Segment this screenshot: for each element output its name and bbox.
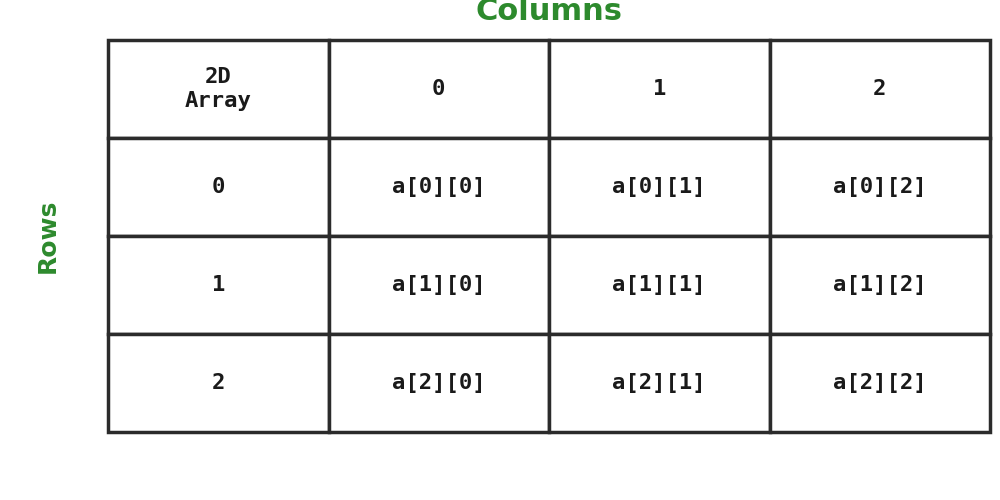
Text: 1: 1 bbox=[653, 79, 666, 99]
Bar bbox=[108, 334, 328, 432]
Text: 0: 0 bbox=[432, 79, 445, 99]
Bar bbox=[549, 138, 770, 236]
Bar bbox=[108, 138, 328, 236]
Bar bbox=[108, 236, 328, 334]
Text: 1: 1 bbox=[212, 275, 225, 295]
Text: 2D
Array: 2D Array bbox=[185, 68, 252, 110]
Text: a[2][2]: a[2][2] bbox=[833, 373, 927, 393]
Bar bbox=[770, 138, 990, 236]
Bar bbox=[549, 334, 770, 432]
Text: a[0][2]: a[0][2] bbox=[833, 177, 927, 197]
Text: a[0][0]: a[0][0] bbox=[392, 177, 486, 197]
Text: a[1][0]: a[1][0] bbox=[392, 275, 486, 295]
Text: 0: 0 bbox=[212, 177, 225, 197]
Text: a[1][2]: a[1][2] bbox=[833, 275, 927, 295]
Bar bbox=[328, 40, 549, 138]
Text: a[2][0]: a[2][0] bbox=[392, 373, 486, 393]
Bar bbox=[770, 236, 990, 334]
Bar bbox=[108, 40, 328, 138]
Bar bbox=[328, 334, 549, 432]
Text: Columns: Columns bbox=[476, 0, 622, 26]
Text: 2: 2 bbox=[873, 79, 886, 99]
Bar bbox=[328, 236, 549, 334]
Text: 2: 2 bbox=[212, 373, 225, 393]
Text: a[2][1]: a[2][1] bbox=[612, 373, 706, 393]
Bar bbox=[770, 40, 990, 138]
Text: a[1][1]: a[1][1] bbox=[612, 275, 706, 295]
Text: Rows: Rows bbox=[36, 199, 60, 273]
Bar bbox=[549, 236, 770, 334]
Bar bbox=[549, 40, 770, 138]
Bar bbox=[328, 138, 549, 236]
Bar bbox=[770, 334, 990, 432]
Text: a[0][1]: a[0][1] bbox=[612, 177, 706, 197]
